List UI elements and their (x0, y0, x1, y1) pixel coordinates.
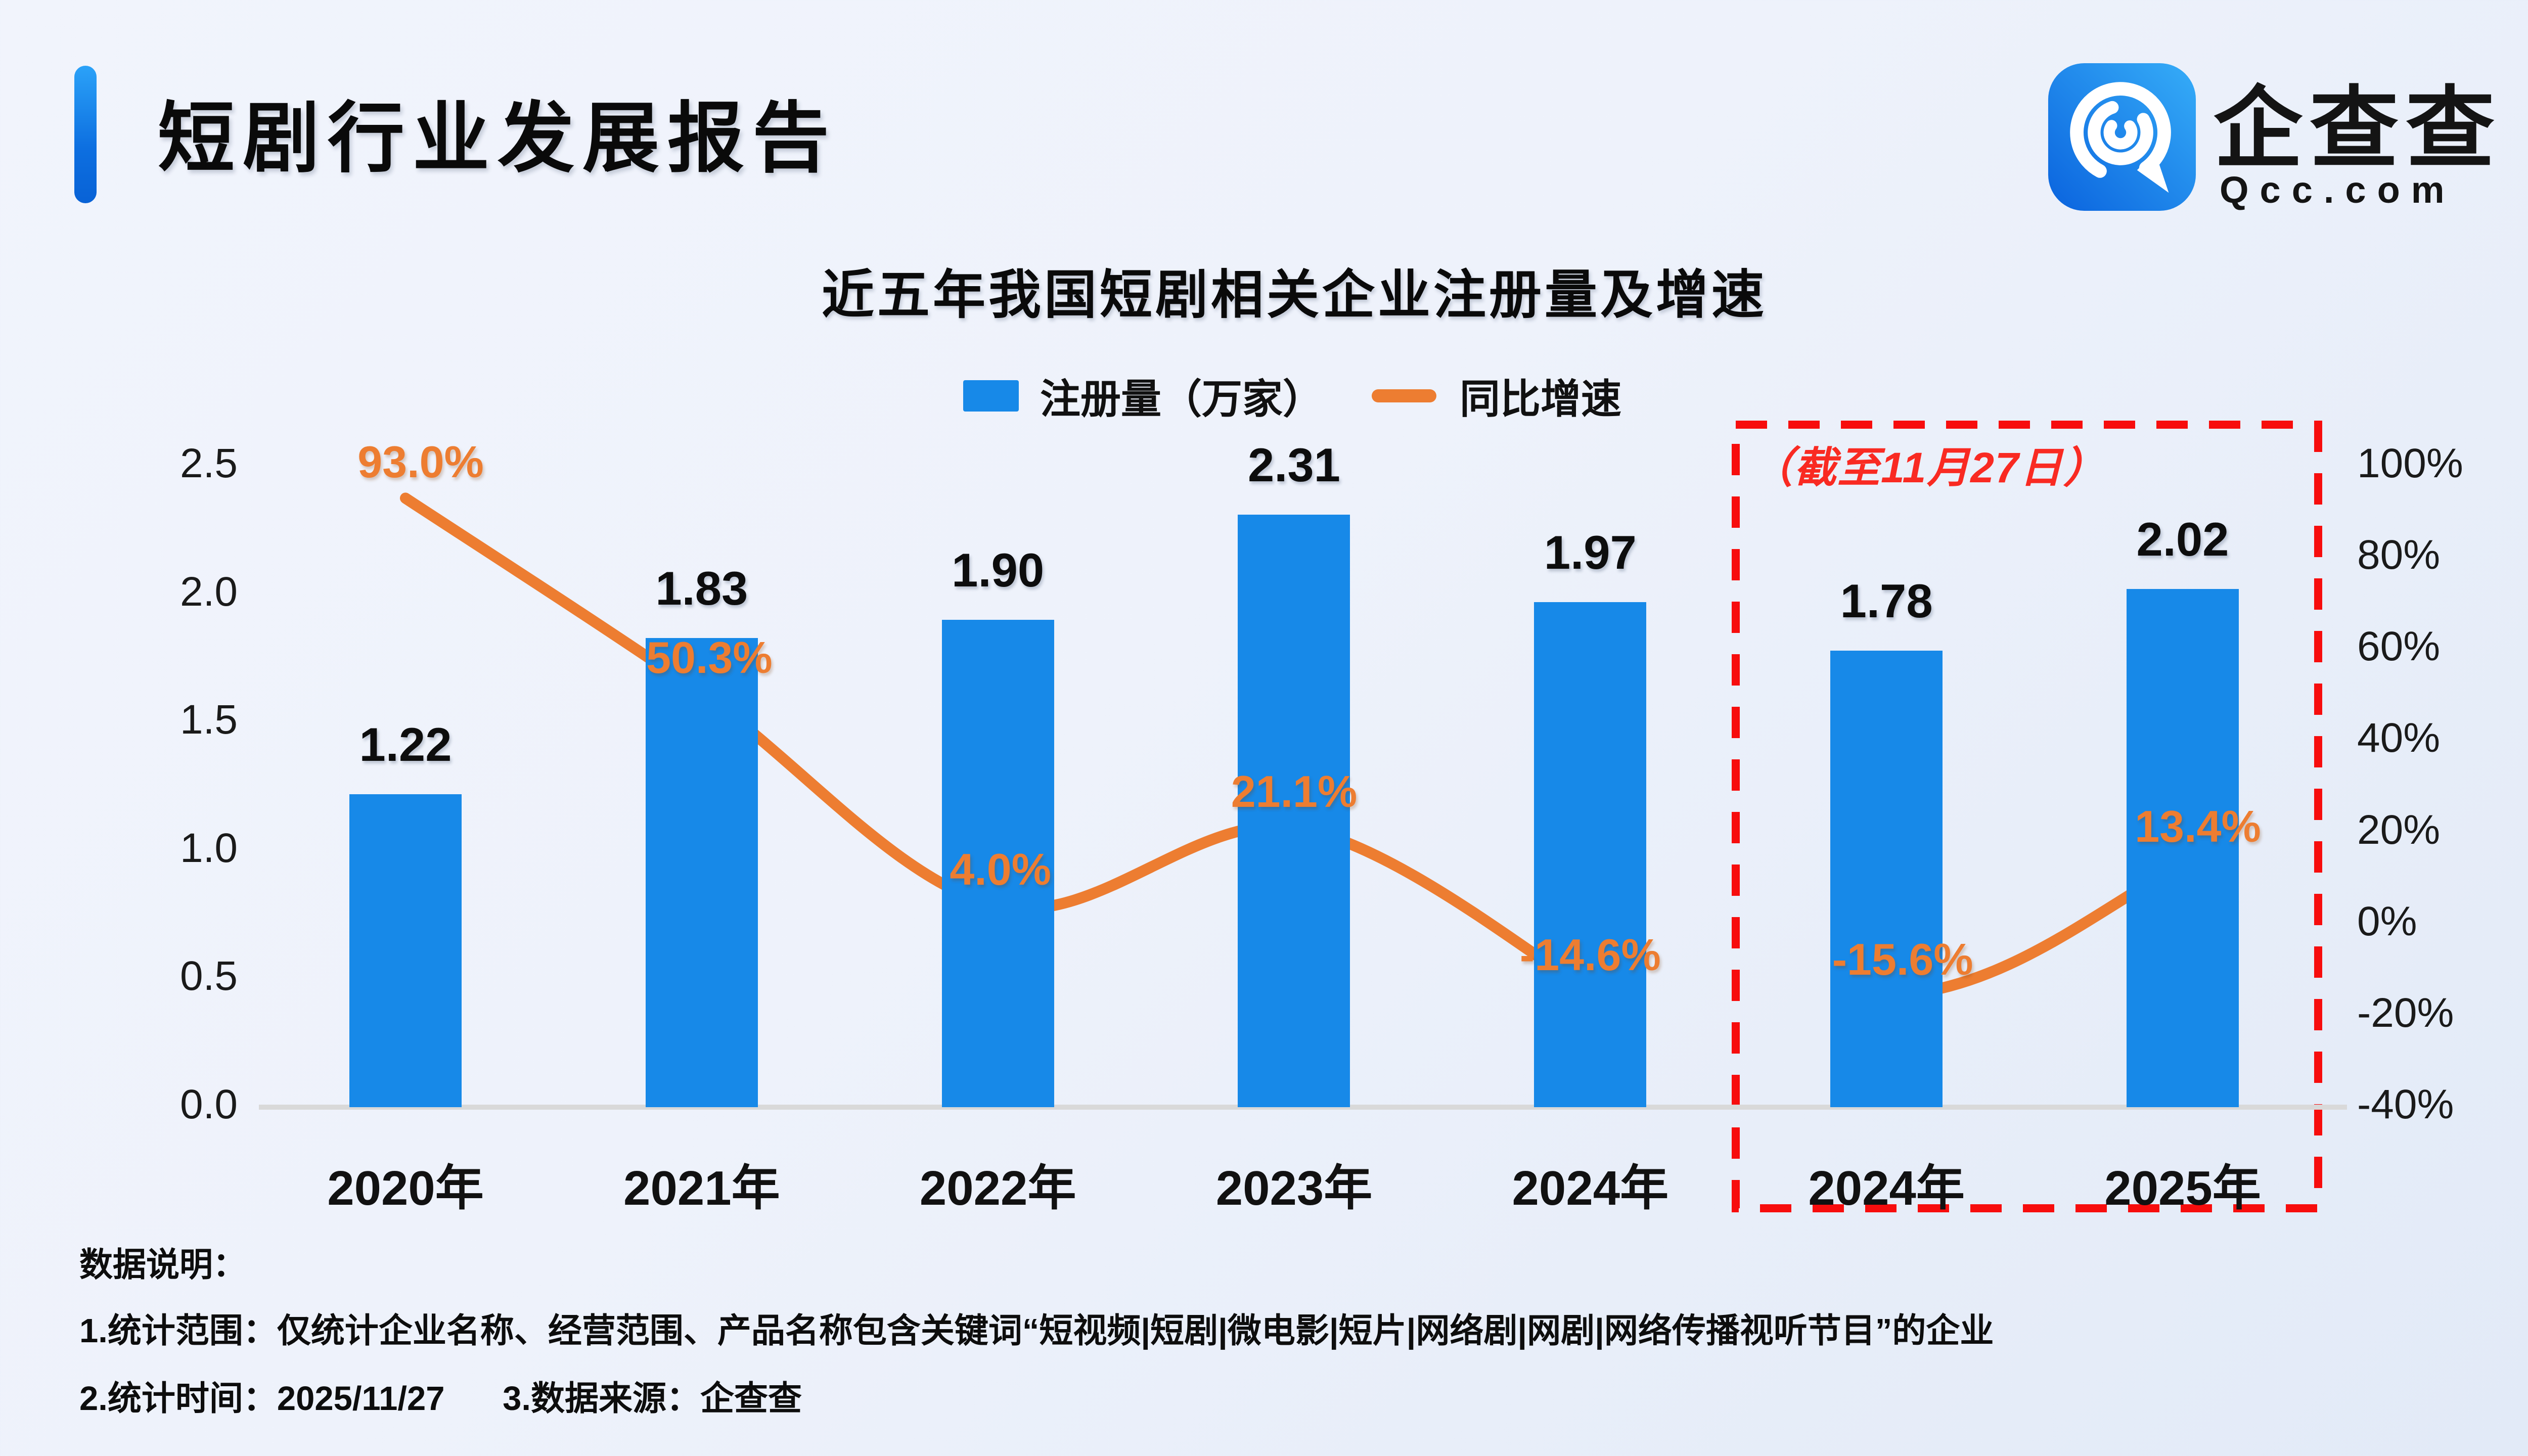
bar (2126, 589, 2239, 1107)
bar (1830, 651, 1943, 1107)
y-axis-tick-left: 2.5 (180, 440, 238, 486)
legend-bar-label: 注册量（万家） (1040, 377, 1323, 422)
y-axis-tick-left: 1.5 (180, 697, 238, 743)
footer-heading: 数据说明： (79, 1246, 246, 1283)
logo-tail (2137, 152, 2169, 193)
growth-value-label: -15.6% (1832, 934, 1973, 984)
legend-bar-swatch (963, 380, 1019, 412)
bar-value-label: 2.02 (2136, 513, 2229, 566)
cutoff-annotation: （截至11月27日） (1750, 444, 2107, 491)
category-label: 2024年 (1512, 1161, 1669, 1215)
category-label: 2020年 (327, 1161, 484, 1215)
page-title: 短剧行业发展报告 (158, 96, 837, 181)
y-axis-tick-left: 2.0 (180, 568, 238, 615)
x-axis-line (259, 1105, 2347, 1110)
legend-line-swatch (1372, 389, 1436, 402)
category-label: 2023年 (1215, 1161, 1373, 1215)
category-label: 2021年 (623, 1161, 780, 1215)
growth-value-label: 50.3% (646, 632, 773, 683)
y-axis-tick-right: 60% (2357, 623, 2441, 670)
category-label: 2024年 (1808, 1161, 1965, 1215)
legend-line-label: 同比增速 (1460, 377, 1621, 422)
y-axis-tick-right: 0% (2357, 898, 2417, 944)
y-axis-tick-left: 0.5 (180, 953, 238, 999)
bar-value-label: 1.78 (1840, 574, 1933, 628)
bar (1534, 602, 1647, 1107)
y-axis-tick-right: -20% (2357, 989, 2454, 1036)
y-axis-tick-right: 100% (2357, 440, 2463, 486)
bar-value-label: 1.83 (655, 561, 748, 615)
growth-value-label: -14.6% (1519, 929, 1661, 980)
chart-title: 近五年我国短剧相关企业注册量及增速 (821, 266, 1767, 325)
bar-value-label: 2.31 (1248, 438, 1340, 492)
growth-value-label: 93.0% (357, 437, 484, 487)
y-axis-tick-right: 80% (2357, 532, 2441, 578)
footer-note-scope: 1.统计范围：仅统计企业名称、经营范围、产品名称包含关键词“短视频|短剧|微电影… (79, 1312, 1994, 1350)
highlight-dashed-box (1732, 421, 2322, 1212)
qcc-logo: 企查查 Qcc.com (2047, 61, 2528, 223)
logo-domain-text: Qcc.com (2220, 169, 2456, 211)
bar-value-label: 1.22 (359, 718, 452, 771)
bar (349, 794, 462, 1107)
y-axis-tick-left: 0.0 (180, 1081, 238, 1127)
y-axis-tick-right: 40% (2357, 715, 2441, 761)
bar-value-label: 1.97 (1544, 525, 1637, 579)
growth-value-label: 13.4% (2135, 801, 2261, 852)
chart-legend: 注册量（万家） 同比增速 (963, 373, 1621, 422)
bar (645, 638, 758, 1107)
footer-note-time: 2.统计时间：2025/11/27 (79, 1380, 445, 1418)
y-axis-tick-left: 1.0 (180, 825, 238, 871)
category-label: 2025年 (2104, 1161, 2261, 1215)
bar (1238, 515, 1350, 1107)
bar (941, 620, 1054, 1107)
footer-note-meta: 2.统计时间：2025/11/27 3.数据来源：企查查 (79, 1371, 802, 1420)
bar-value-label: 1.90 (952, 543, 1045, 597)
footer-note-source: 3.数据来源：企查查 (503, 1380, 802, 1418)
qcc-logo-icon (2048, 63, 2196, 211)
title-accent-bar (74, 66, 97, 203)
growth-value-label: 21.1% (1231, 766, 1358, 816)
y-axis-tick-right: 20% (2357, 806, 2441, 853)
y-axis-tick-right: -40% (2357, 1081, 2454, 1127)
category-label: 2022年 (919, 1161, 1076, 1215)
growth-value-label: 4.0% (950, 844, 1051, 895)
logo-brand-text: 企查查 (2214, 79, 2502, 178)
